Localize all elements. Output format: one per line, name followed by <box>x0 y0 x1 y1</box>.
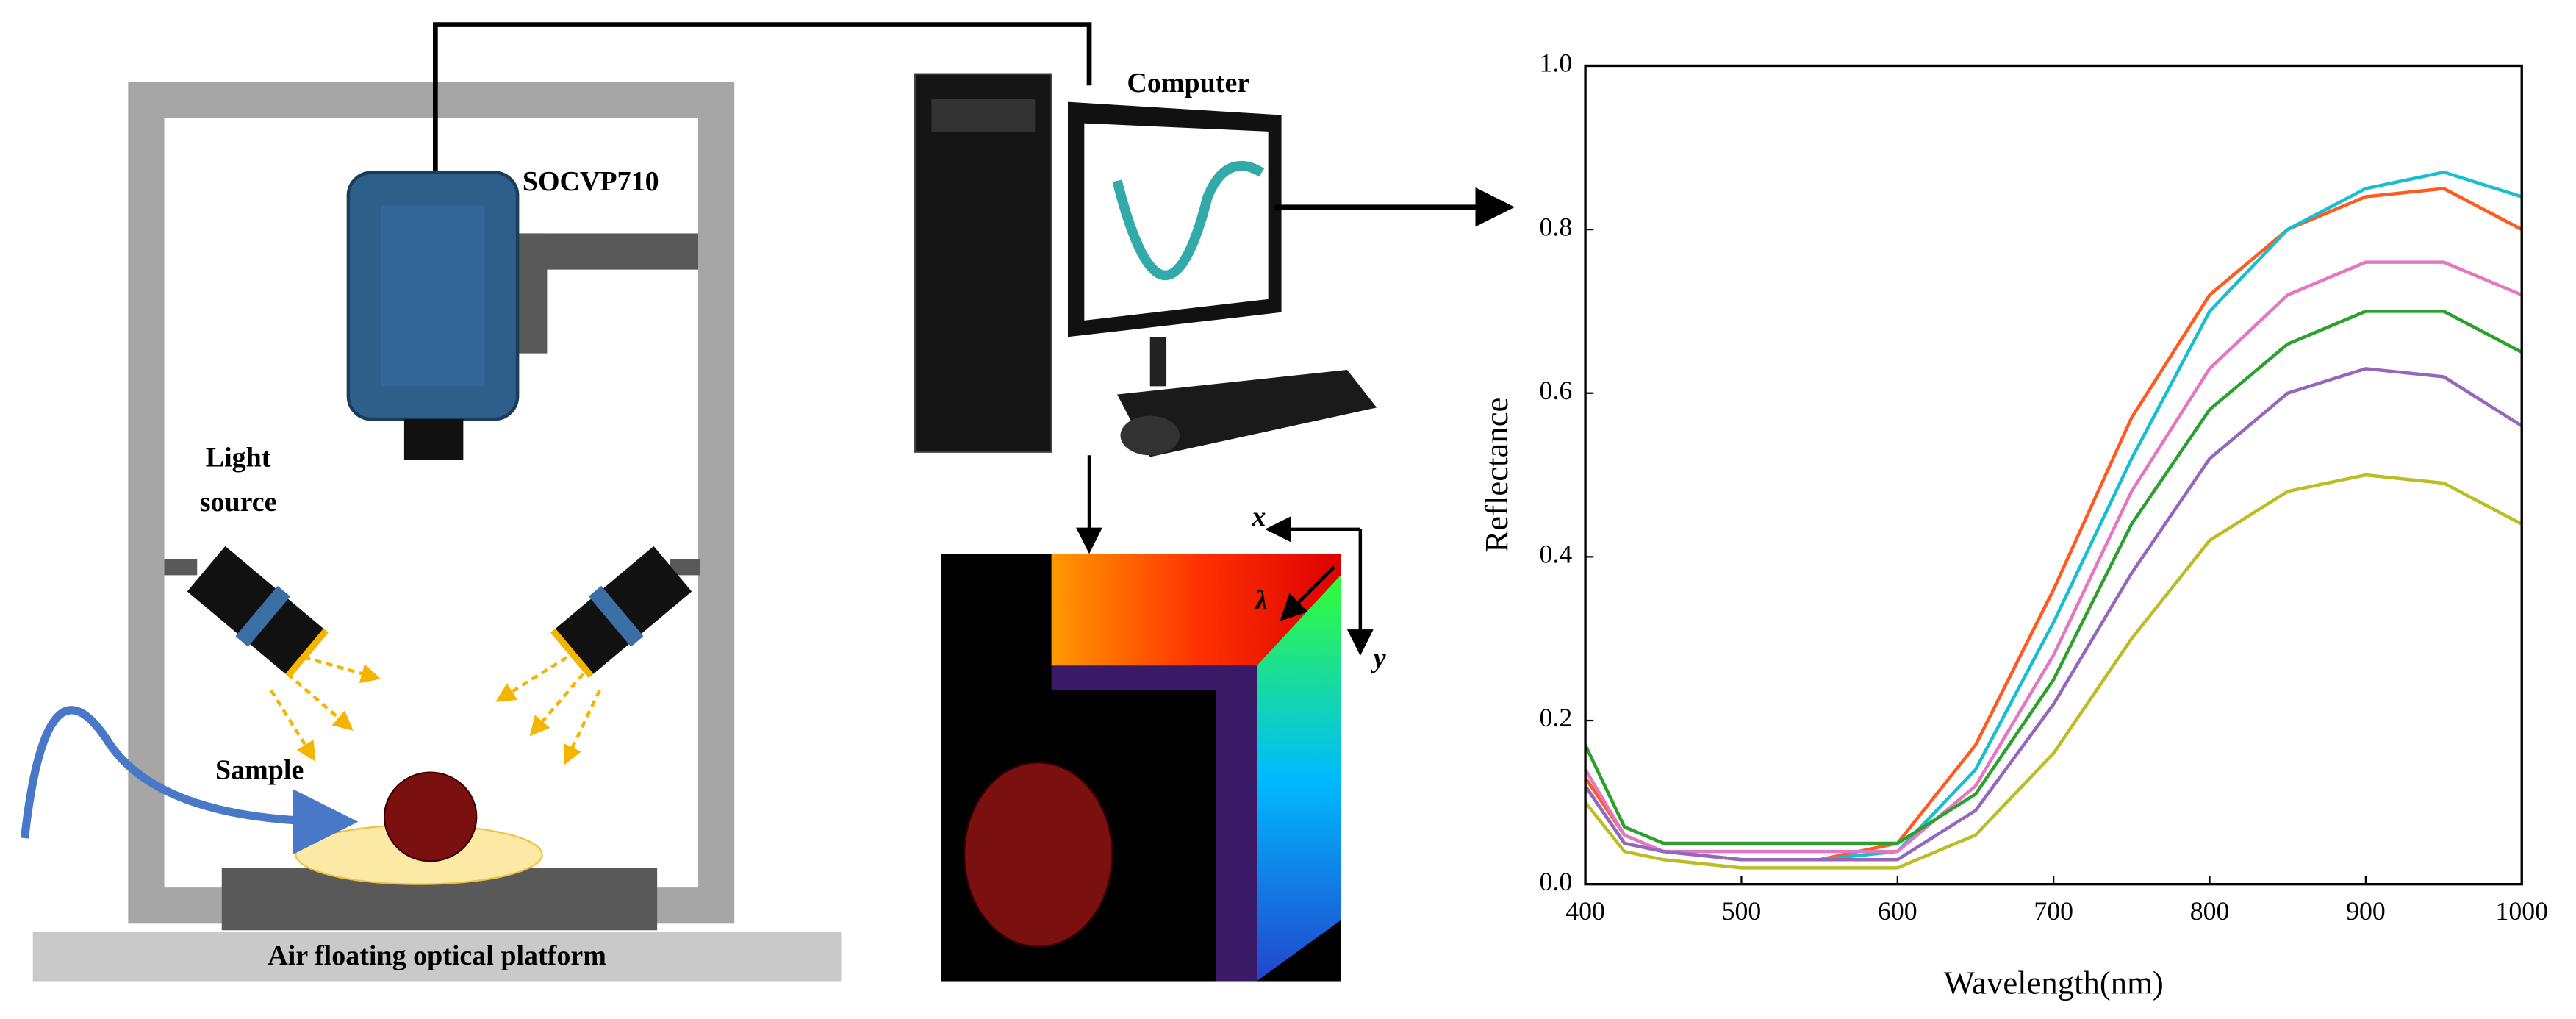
platform-label: Air floating optical platform <box>268 940 606 971</box>
y-tick-label: 0.4 <box>1540 540 1573 569</box>
y-tick-label: 1.0 <box>1540 49 1573 78</box>
cube-band <box>1051 665 1257 982</box>
keyboard <box>1117 369 1377 457</box>
axis-label: y <box>1371 643 1386 673</box>
x-tick-label: 600 <box>1878 896 1917 926</box>
x-tick-label: 500 <box>1722 896 1762 926</box>
mount <box>517 233 699 270</box>
x-tick-label: 900 <box>2346 896 2386 926</box>
y-tick-label: 0.0 <box>1540 867 1573 896</box>
camera-face <box>381 205 485 387</box>
axis-label: λ <box>1254 585 1268 616</box>
screen-plot <box>1112 161 1265 281</box>
bar <box>164 559 198 576</box>
mouse <box>1120 415 1180 456</box>
screen <box>1084 123 1269 321</box>
computer-label: Computer <box>1127 68 1249 99</box>
drive <box>931 99 1036 132</box>
y-tick-label: 0.8 <box>1540 212 1573 241</box>
light-label: source <box>200 487 277 518</box>
light-left <box>187 546 329 679</box>
cube-side <box>1257 575 1341 982</box>
spectrum-line <box>1584 187 2523 862</box>
axis-label: x <box>1251 501 1266 532</box>
light-rays <box>269 656 601 765</box>
spectrum-line <box>1584 170 2522 862</box>
x-tick-label: 1000 <box>2495 896 2548 926</box>
y-axis-label: Reflectance <box>1478 398 1515 553</box>
platform <box>32 932 842 982</box>
pc-tower <box>914 73 1052 453</box>
sample-label: Sample <box>215 754 304 785</box>
spectrum-line <box>1584 473 2523 870</box>
x-tick-label: 700 <box>2034 896 2073 926</box>
setup-diagram: Air floating optical platform SOCVP710 <box>20 22 1515 982</box>
spectrum-line <box>1584 367 2523 862</box>
cable <box>433 22 1092 173</box>
x-axis-label: Wavelength(nm) <box>1944 965 2164 1001</box>
stand <box>1149 337 1167 387</box>
feed-arrow <box>20 706 359 855</box>
bar <box>670 559 700 576</box>
y-tick-label: 0.2 <box>1540 703 1573 732</box>
chart: Wavelength(nm) Reflectance 400 500 600 700 8… <box>1478 49 2548 1001</box>
mount <box>517 233 548 354</box>
cube-top <box>1051 554 1341 666</box>
x-tick-label: 400 <box>1565 896 1605 926</box>
spectrum-line <box>1584 310 2523 845</box>
light-label: Light <box>206 443 271 473</box>
camera-label: SOCVP710 <box>523 166 659 197</box>
cube-sample <box>964 762 1113 948</box>
axis-arrow <box>1280 565 1335 621</box>
x-tick-label: 800 <box>2190 896 2230 926</box>
spectrum-line <box>1584 260 2523 854</box>
lens <box>403 419 464 460</box>
sample <box>383 771 478 862</box>
y-tick-label: 0.6 <box>1540 376 1573 405</box>
light-right <box>550 546 692 679</box>
